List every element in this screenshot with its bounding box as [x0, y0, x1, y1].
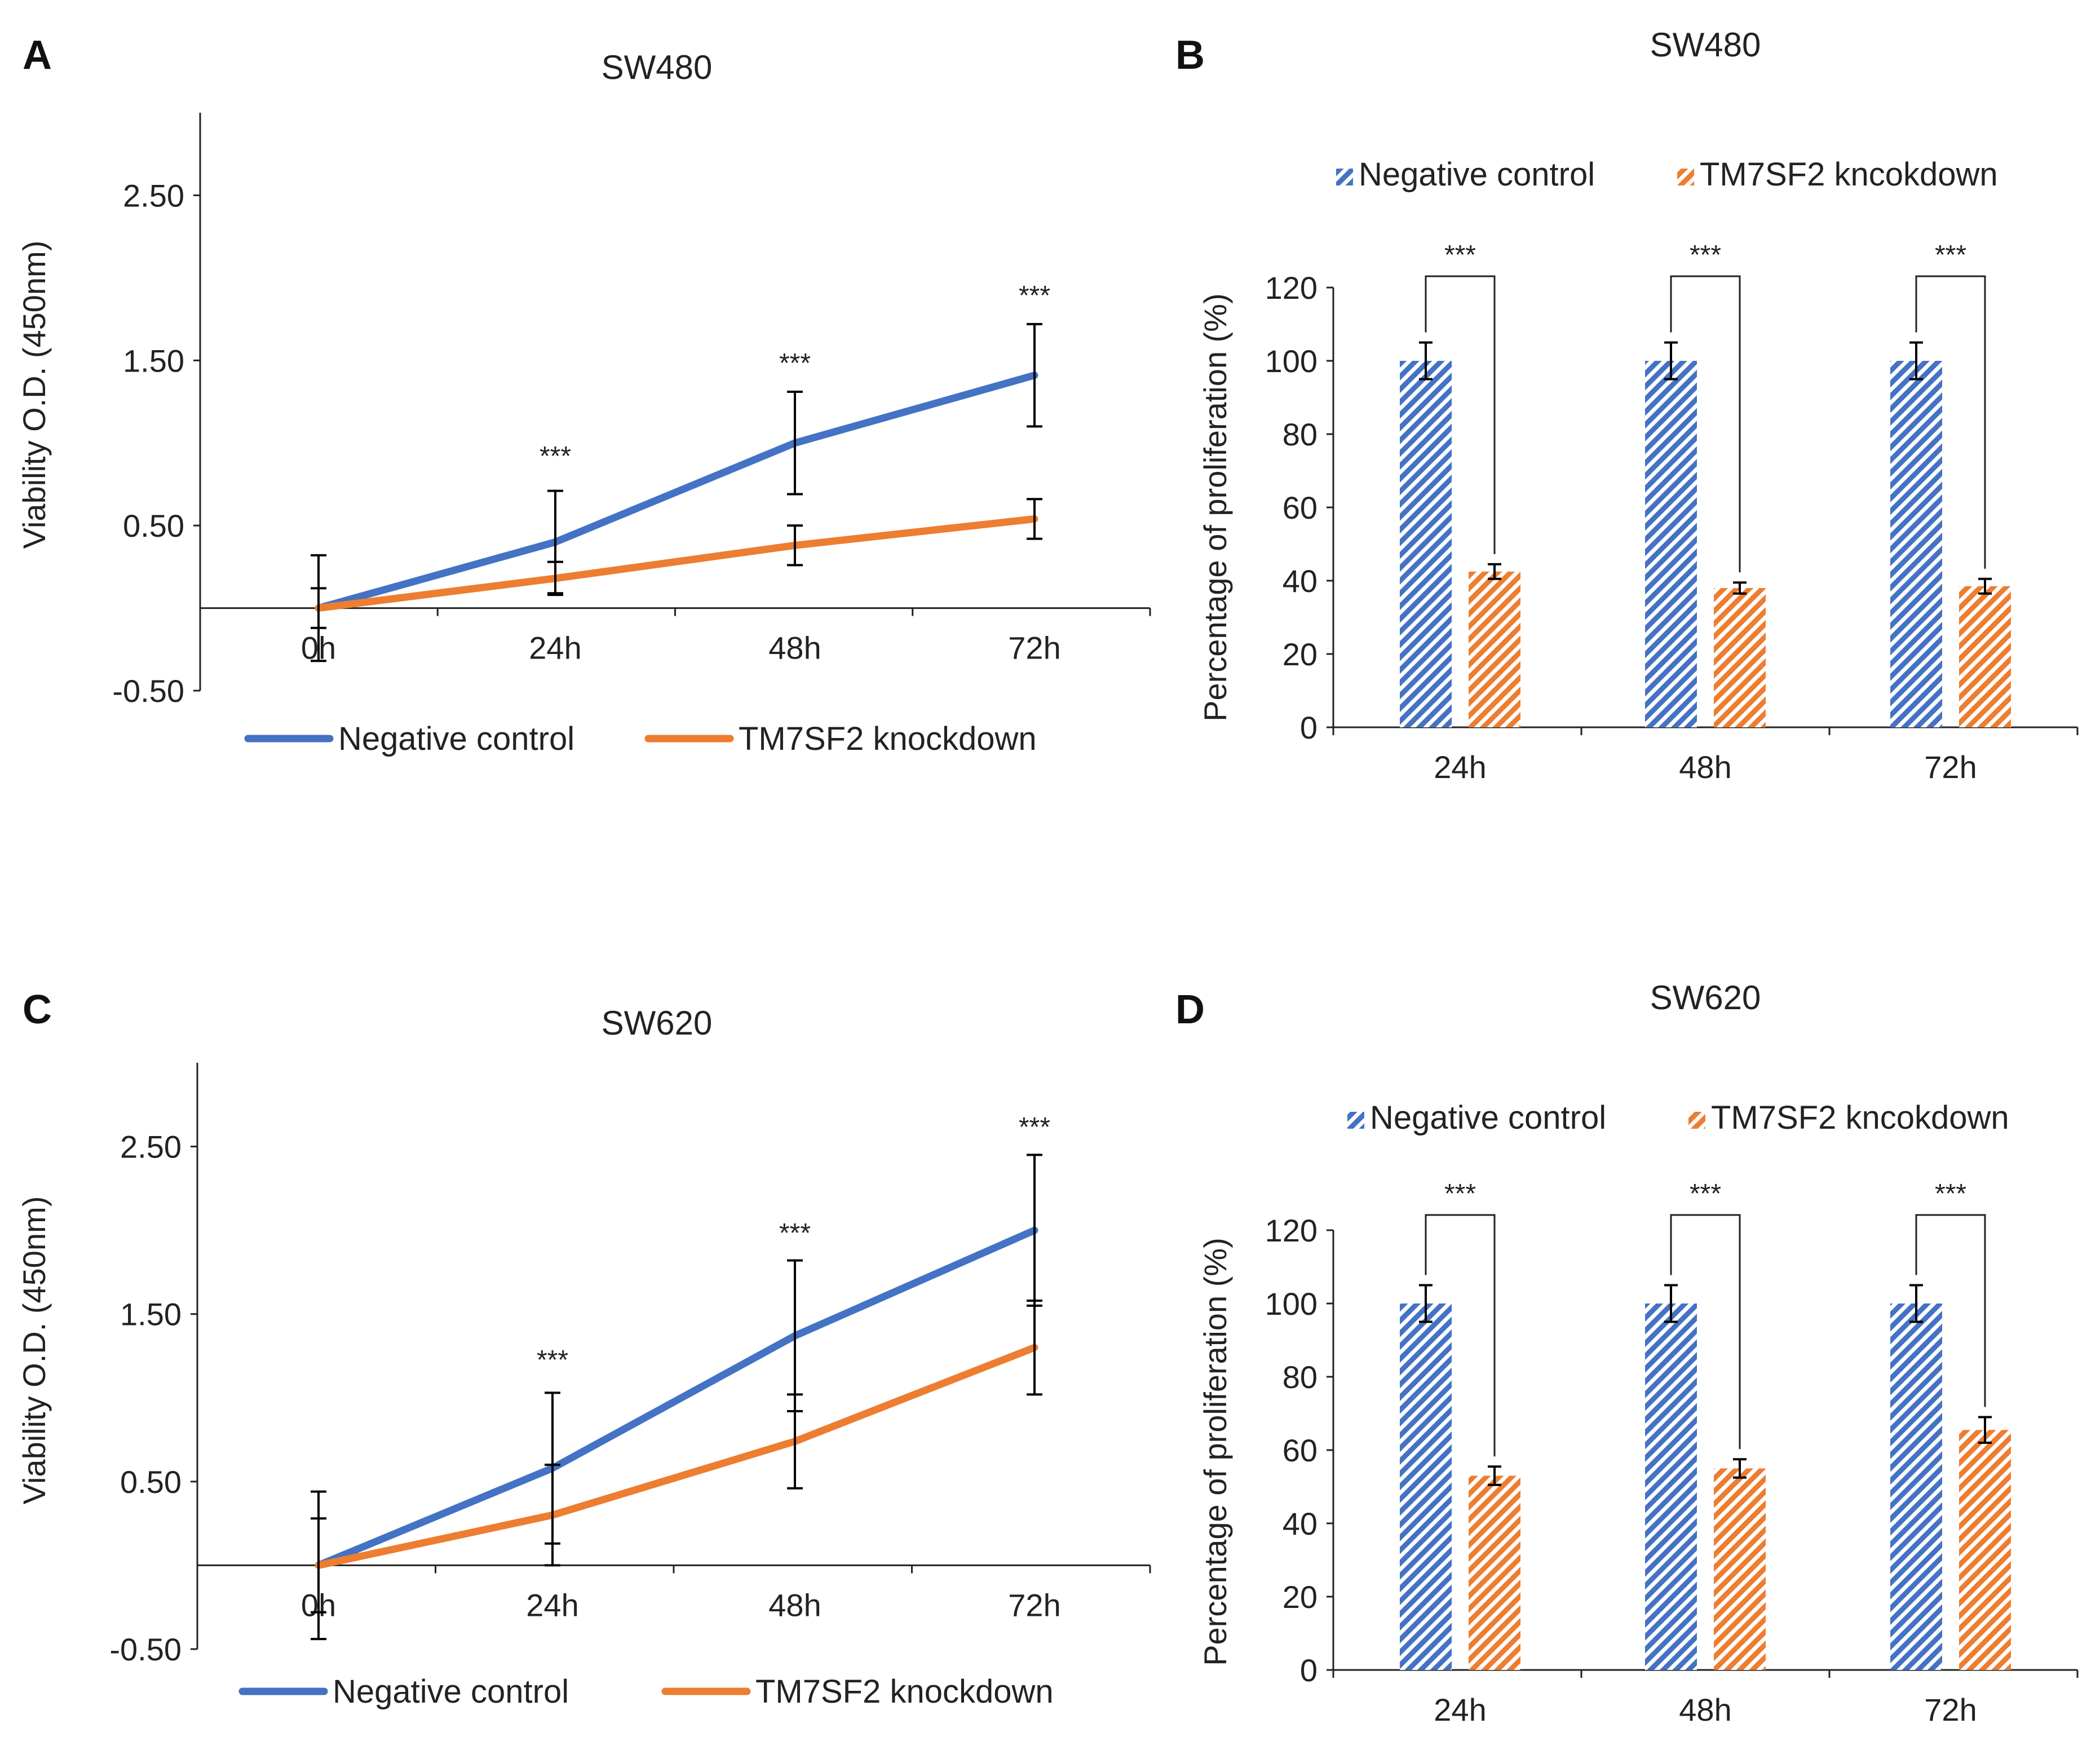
bar-negative-control: [1400, 361, 1452, 727]
y-axis-label: Viability O.D. (450nm): [16, 241, 52, 549]
legend-label: Negative control: [338, 721, 574, 757]
panel-label: D: [1175, 987, 1205, 1032]
y-tick-label: 80: [1283, 417, 1318, 452]
legend-swatch: [1688, 1112, 1705, 1129]
y-tick-label: 40: [1283, 563, 1318, 599]
chart-title: SW480: [1650, 26, 1761, 64]
legend-label: TM7SF2 knockdown: [739, 721, 1037, 757]
y-tick-label: 40: [1283, 1506, 1318, 1541]
legend-label: TM7SF2 kncokdown: [1711, 1099, 2009, 1136]
bar-negative-control: [1645, 361, 1697, 727]
bar-negative-control: [1645, 1303, 1697, 1670]
bar-tm7sf2-knockdown: [1959, 586, 2011, 727]
x-tick-label: 72h: [1924, 749, 1977, 785]
y-tick-label: -0.50: [112, 673, 184, 709]
legend-swatch: [1347, 1112, 1364, 1129]
series-line-tm7sf2-knockdown: [315, 1344, 1038, 1569]
bar-negative-control: [1890, 361, 1942, 727]
x-tick-label: 72h: [1008, 1587, 1060, 1623]
significance-label: ***: [1019, 1112, 1050, 1142]
significance-bracket: [1670, 275, 1741, 573]
y-tick-label: 60: [1283, 1433, 1318, 1468]
panel-label: C: [23, 987, 52, 1032]
y-tick-label: 100: [1265, 343, 1318, 379]
y-tick-label: 100: [1265, 1286, 1318, 1322]
significance-label: ***: [779, 1218, 811, 1248]
y-axis-label: Percentage of proliferation (%): [1197, 1238, 1233, 1666]
legend-swatch: [1336, 169, 1353, 185]
x-tick-label: 48h: [768, 630, 821, 666]
significance-bracket: [1915, 275, 1986, 569]
series-line-negative-control: [315, 372, 1038, 612]
significance-label: ***: [779, 348, 811, 378]
bar-tm7sf2-knockdown: [1469, 571, 1520, 727]
significance-label: ***: [1690, 240, 1721, 270]
significance-label: ***: [1444, 240, 1476, 270]
legend-label: Negative control: [1359, 156, 1595, 193]
significance-bracket: [1670, 1214, 1741, 1450]
x-tick-label: 48h: [1679, 1692, 1731, 1727]
bar-tm7sf2-knockdown: [1714, 1468, 1766, 1670]
significance-label: ***: [537, 1345, 568, 1375]
series-line-tm7sf2-knockdown: [315, 515, 1038, 612]
y-axis-label: Percentage of proliferation (%): [1197, 293, 1233, 722]
significance-label: ***: [1019, 281, 1050, 311]
bar-tm7sf2-knockdown: [1469, 1475, 1520, 1670]
significance-label: ***: [1935, 240, 1966, 270]
x-tick-label: 48h: [768, 1587, 821, 1623]
y-tick-label: 0.50: [123, 508, 184, 543]
panel-label: A: [23, 33, 52, 78]
panel-label: B: [1175, 33, 1205, 78]
significance-label: ***: [1935, 1179, 1966, 1209]
x-tick-label: 72h: [1008, 630, 1060, 666]
y-tick-label: 1.50: [123, 343, 184, 378]
legend-label: TM7SF2 knockdown: [755, 1673, 1054, 1710]
chart-title: SW620: [1650, 979, 1761, 1017]
y-tick-label: 120: [1265, 270, 1318, 306]
bar-tm7sf2-knockdown: [1714, 588, 1766, 727]
chart-title: SW480: [602, 48, 713, 86]
y-tick-label: 2.50: [123, 178, 184, 213]
y-tick-label: -0.50: [109, 1632, 182, 1667]
series-line-negative-control: [315, 1226, 1038, 1569]
significance-bracket: [1425, 275, 1496, 554]
legend-swatch: [1677, 169, 1694, 185]
x-tick-label: 24h: [526, 1587, 578, 1623]
y-tick-label: 20: [1283, 637, 1318, 672]
y-tick-label: 80: [1283, 1359, 1318, 1395]
y-tick-label: 0: [1300, 1652, 1318, 1688]
y-tick-label: 20: [1283, 1579, 1318, 1615]
y-tick-label: 2.50: [120, 1129, 182, 1165]
significance-bracket: [1915, 1214, 1986, 1407]
x-tick-label: 24h: [529, 630, 581, 666]
bar-tm7sf2-knockdown: [1959, 1430, 2011, 1670]
x-tick-label: 24h: [1434, 1692, 1486, 1727]
legend-label: Negative control: [333, 1673, 569, 1710]
chart-title: SW620: [602, 1004, 713, 1042]
significance-label: ***: [540, 441, 571, 471]
y-tick-label: 0.50: [120, 1464, 182, 1500]
chart-panel-d: D SW620 Percentage of proliferation (%) 0 20…: [1175, 979, 2079, 1727]
x-tick-label: 48h: [1679, 749, 1731, 785]
y-tick-label: 0: [1300, 710, 1318, 745]
significance-label: ***: [1444, 1179, 1476, 1209]
y-tick-label: 1.50: [120, 1297, 182, 1332]
bar-negative-control: [1890, 1303, 1942, 1670]
y-tick-label: 60: [1283, 490, 1318, 525]
x-tick-label: 24h: [1434, 749, 1486, 785]
legend-label: TM7SF2 kncokdown: [1700, 156, 1998, 193]
y-axis-label: Viability O.D. (450nm): [16, 1196, 52, 1505]
chart-panel-c: C SW620 Viability O.D. (450nm) -0.50 0.50 1.5…: [16, 987, 1151, 1710]
y-tick-label: 120: [1265, 1213, 1318, 1248]
bar-negative-control: [1400, 1303, 1452, 1670]
significance-bracket: [1425, 1214, 1496, 1457]
chart-panel-b: B SW480 Percentage of proliferation (%) 0 20…: [1175, 26, 2079, 785]
chart-panel-a: A SW480 Viability O.D. (450nm) -0.50 0.50 1.5…: [16, 33, 1151, 757]
significance-label: ***: [1690, 1179, 1721, 1209]
x-tick-label: 72h: [1924, 1692, 1977, 1727]
legend-label: Negative control: [1370, 1099, 1606, 1136]
